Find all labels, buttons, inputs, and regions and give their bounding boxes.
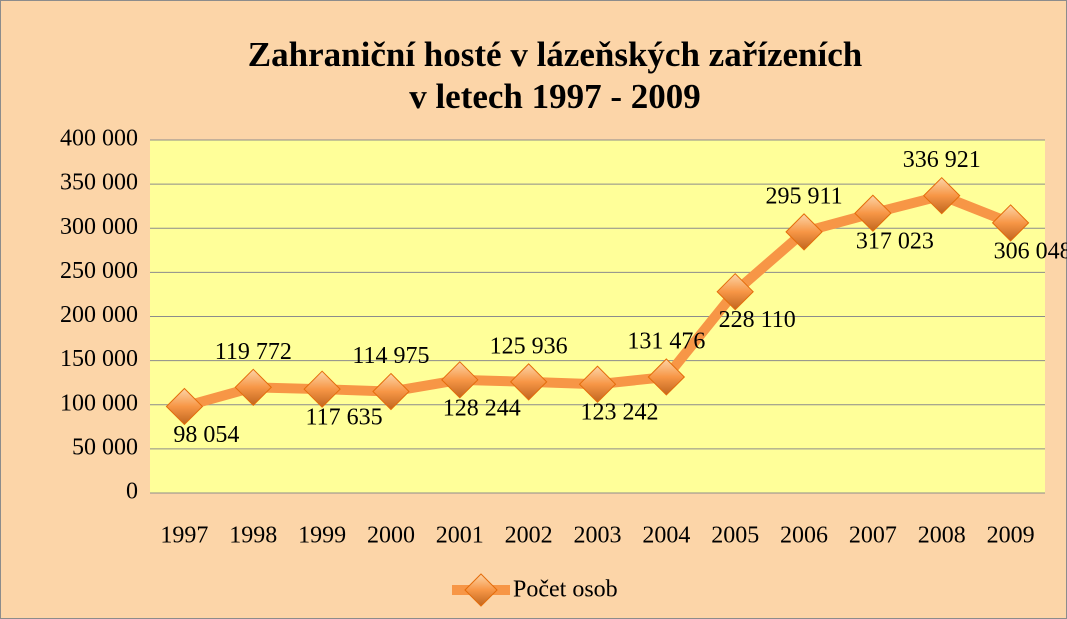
- marker: [372, 372, 410, 411]
- y-tick-label: 100 000: [60, 390, 138, 416]
- data-label: 114 975: [352, 343, 429, 369]
- x-tick-label: 1999: [298, 523, 346, 549]
- y-tick-label: 200 000: [60, 302, 138, 328]
- chart-title: v letech 1997 - 2009: [409, 77, 701, 116]
- data-label: 228 110: [719, 307, 796, 333]
- y-tick-label: 0: [126, 479, 138, 505]
- marker: [991, 204, 1030, 242]
- marker: [578, 365, 617, 403]
- marker: [854, 194, 892, 232]
- y-tick-label: 300 000: [60, 214, 138, 240]
- x-tick-label: 1997: [160, 523, 208, 549]
- marker: [509, 363, 548, 401]
- marker: [923, 176, 961, 215]
- data-label: 295 911: [765, 183, 842, 209]
- y-tick-label: 250 000: [60, 258, 138, 284]
- x-tick-label: 2005: [711, 523, 759, 549]
- x-tick-label: 2002: [505, 523, 553, 549]
- x-tick-label: 2009: [987, 523, 1035, 549]
- data-label: 128 244: [443, 395, 521, 421]
- y-tick-label: 400 000: [60, 126, 138, 152]
- x-tick-label: 2006: [780, 523, 828, 549]
- y-tick-label: 150 000: [60, 346, 138, 372]
- marker: [234, 368, 272, 407]
- marker: [303, 370, 341, 408]
- x-tick-label: 1998: [229, 523, 277, 549]
- x-tick-label: 2007: [849, 523, 897, 549]
- data-label: 306 048: [994, 238, 1067, 264]
- x-tick-label: 2000: [367, 523, 415, 549]
- data-label: 125 936: [490, 333, 568, 359]
- x-tick-label: 2003: [574, 523, 622, 549]
- x-tick-label: 2001: [436, 523, 484, 549]
- data-label: 123 242: [581, 400, 659, 426]
- y-tick-label: 350 000: [60, 170, 138, 196]
- marker: [647, 358, 686, 396]
- data-label: 117 635: [306, 405, 383, 431]
- data-label: 131 476: [627, 328, 705, 354]
- data-label: 336 921: [903, 147, 981, 173]
- marker: [441, 361, 479, 399]
- y-tick-label: 50 000: [72, 434, 138, 460]
- legend-label: Počet osob: [513, 577, 618, 603]
- legend-marker: [464, 573, 498, 607]
- marker: [716, 272, 754, 311]
- marker: [165, 387, 204, 426]
- x-tick-label: 2008: [918, 523, 966, 549]
- data-label: 119 772: [215, 339, 292, 365]
- marker: [785, 213, 823, 251]
- data-label: 317 023: [856, 229, 934, 255]
- chart-title: Zahraniční hosté v lázeňských zařízeních: [248, 35, 862, 74]
- x-tick-label: 2004: [642, 523, 690, 549]
- data-label: 98 054: [173, 422, 239, 448]
